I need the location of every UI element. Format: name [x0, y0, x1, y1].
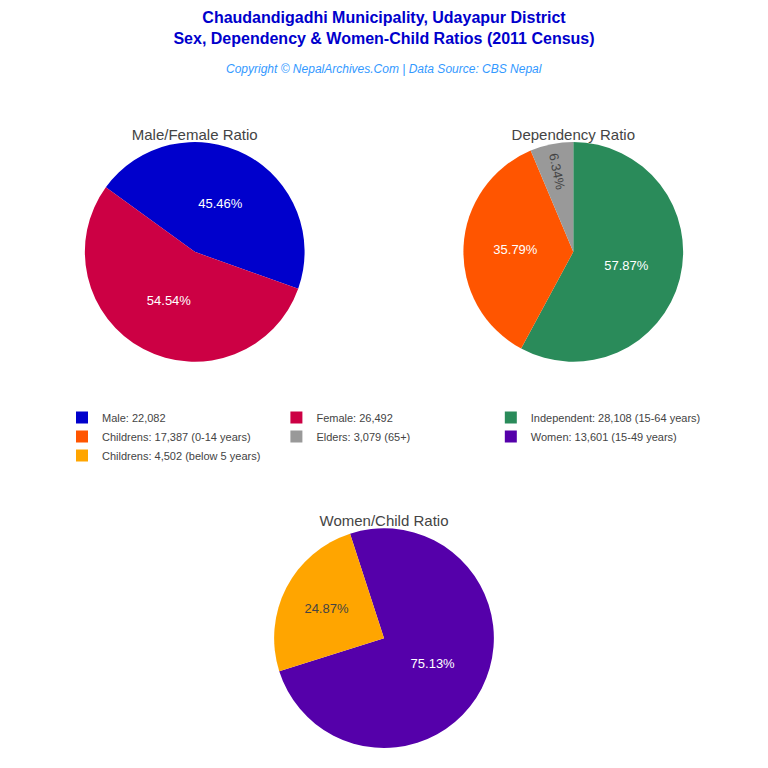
svg-text:Women/Child Ratio: Women/Child Ratio — [320, 512, 449, 529]
svg-text:Dependency Ratio: Dependency Ratio — [512, 126, 635, 143]
svg-text:54.54%: 54.54% — [147, 293, 192, 308]
svg-text:Copyright © NepalArchives.Com: Copyright © NepalArchives.Com | Data Sou… — [226, 62, 542, 76]
svg-text:Male/Female Ratio: Male/Female Ratio — [132, 126, 258, 143]
svg-text:35.79%: 35.79% — [493, 242, 538, 257]
svg-text:Independent: 28,108 (15-64 yea: Independent: 28,108 (15-64 years) — [531, 412, 700, 424]
svg-text:57.87%: 57.87% — [604, 258, 649, 273]
svg-text:Childrens: 17,387 (0-14 years): Childrens: 17,387 (0-14 years) — [102, 431, 251, 443]
svg-text:24.87%: 24.87% — [304, 601, 349, 616]
svg-text:Female: 26,492: Female: 26,492 — [316, 412, 392, 424]
svg-text:Childrens: 4,502 (below 5 year: Childrens: 4,502 (below 5 years) — [102, 450, 260, 462]
svg-text:Women: 13,601 (15-49 years): Women: 13,601 (15-49 years) — [531, 431, 677, 443]
svg-text:Male: 22,082: Male: 22,082 — [102, 412, 166, 424]
svg-text:45.46%: 45.46% — [198, 196, 243, 211]
svg-text:Elders: 3,079 (65+): Elders: 3,079 (65+) — [316, 431, 410, 443]
svg-text:6.34%: 6.34% — [546, 152, 568, 192]
svg-text:75.13%: 75.13% — [411, 656, 456, 671]
svg-text:Chaudandigadhi Municipality, U: Chaudandigadhi Municipality, Udayapur Di… — [173, 9, 594, 47]
